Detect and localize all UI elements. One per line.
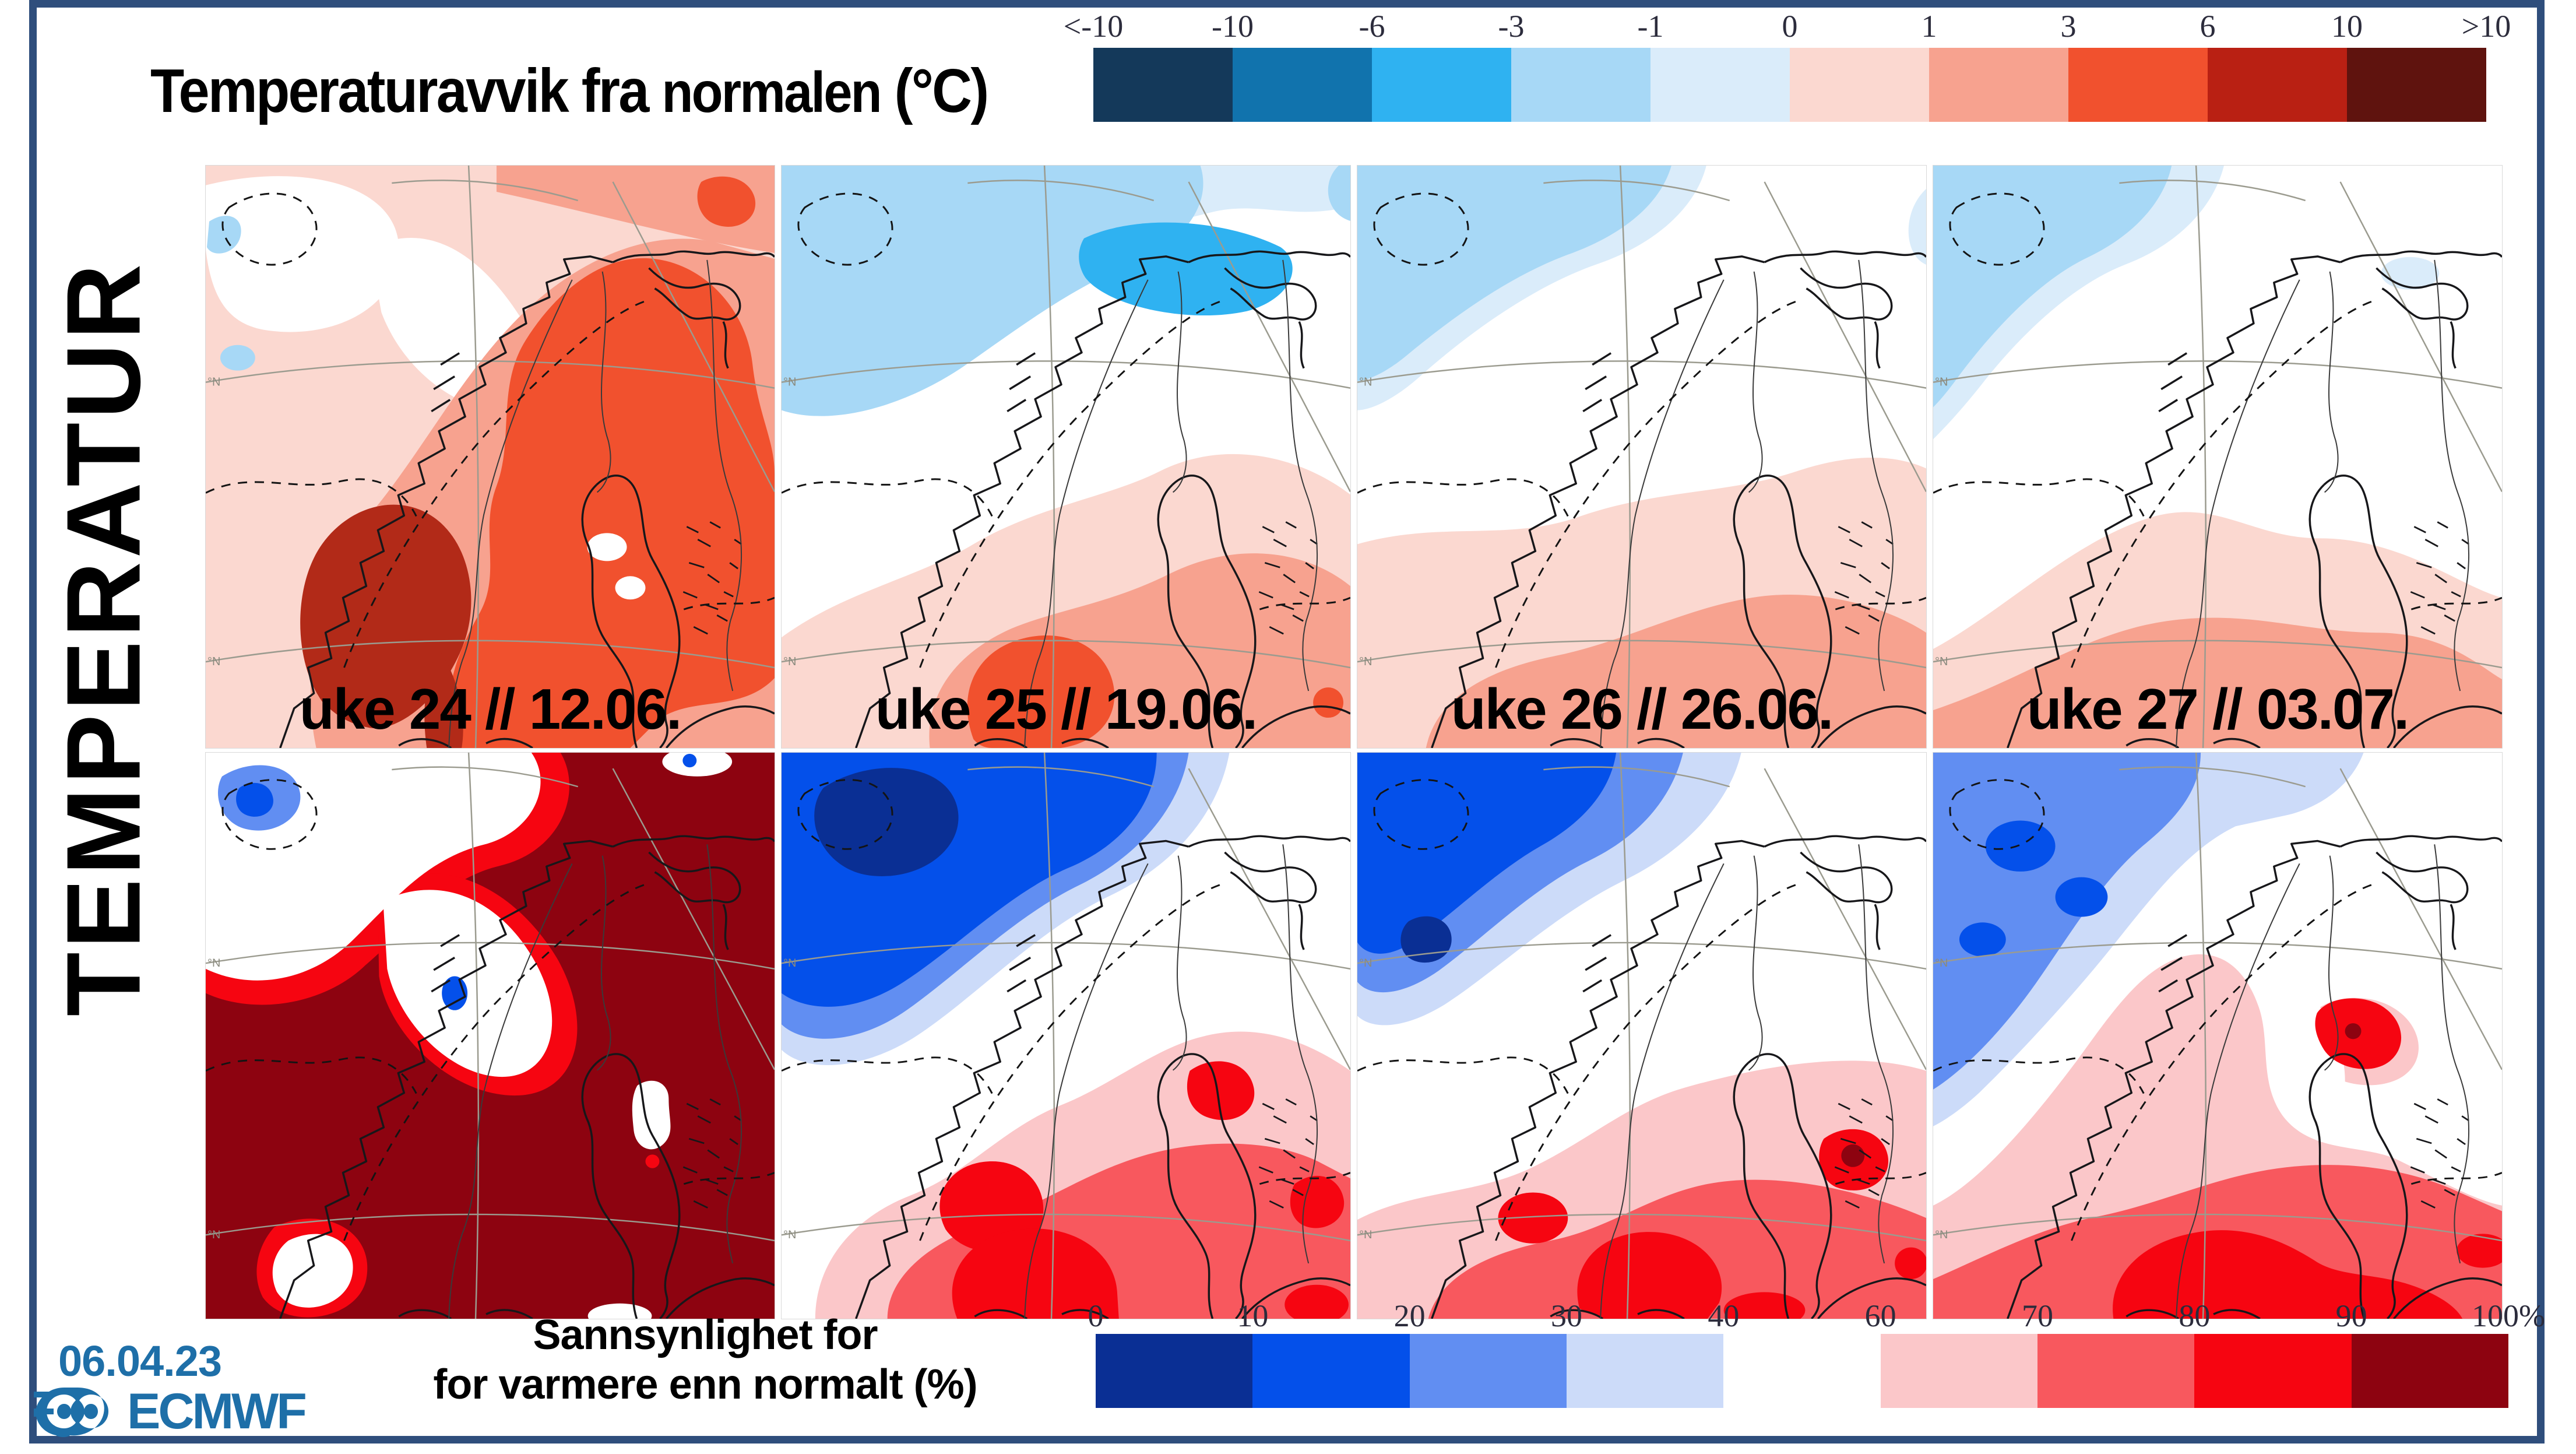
map-uke24-warm-probability xyxy=(205,752,775,1319)
week-label-uke24: uke 24 // 12.06. xyxy=(299,677,682,741)
ecmwf-logo-text: ECMWF xyxy=(127,1383,307,1439)
colorbar-segment xyxy=(2208,48,2347,122)
probability-caption-line1: Sannsynlighet for xyxy=(533,1312,878,1358)
map-uke25-warm-probability xyxy=(781,752,1351,1319)
colorbar-segment xyxy=(2351,1334,2508,1408)
map-image-uke26-probability xyxy=(1357,753,1926,1319)
map-uke25-temperature-anomaly: uke 25 // 19.06. xyxy=(781,165,1351,749)
colorbar-segment xyxy=(2194,1334,2352,1408)
colorbar-tick-label: 60 xyxy=(1864,1298,1896,1333)
colorbar-segment xyxy=(1880,1334,2037,1408)
sidebar-temperature-label: TEMPERATUR xyxy=(45,260,163,1017)
colorbar-tick-label: 0 xyxy=(1088,1298,1104,1333)
probability-caption: Sannsynlighet for for varmere enn normal… xyxy=(326,1311,1084,1410)
colorbar-tick-label: >10 xyxy=(2461,9,2511,44)
colorbar-segment xyxy=(1651,48,1790,122)
map-uke26-temperature-anomaly: uke 26 // 26.06. xyxy=(1357,165,1927,749)
anomaly-colorbar xyxy=(1093,48,2486,122)
page-title-main: Temperaturavvik fra xyxy=(150,57,649,125)
anomaly-colorbar-labels: <-10 -10 -6 -3 -1 0 1 3 6 10 >10 xyxy=(1064,8,2511,44)
colorbar-tick-label: 3 xyxy=(2060,9,2077,44)
map-image-uke25-probability xyxy=(782,753,1350,1319)
colorbar-segment xyxy=(1723,1334,1881,1408)
week-label-uke25: uke 25 // 19.06. xyxy=(875,677,1258,741)
map-uke26-warm-probability xyxy=(1357,752,1927,1319)
map-image-uke24-anomaly xyxy=(206,166,775,748)
colorbar-segment xyxy=(2347,48,2486,122)
week-label-uke26: uke 26 // 26.06. xyxy=(1451,677,1834,741)
colorbar-tick-label: -3 xyxy=(1498,9,1525,44)
ecmwf-logo: ECMWF xyxy=(34,1383,307,1441)
colorbar-tick-label: 90 xyxy=(2335,1298,2367,1333)
colorbar-segment xyxy=(1093,48,1233,122)
map-uke27-temperature-anomaly: uke 27 // 03.07. xyxy=(1933,165,2503,749)
colorbar-segment xyxy=(1790,48,1929,122)
ecmwf-logo-icon xyxy=(34,1387,108,1437)
probability-caption-line2: for varmere enn normalt (%) xyxy=(433,1361,977,1408)
colorbar-tick-label: -1 xyxy=(1637,9,1664,44)
colorbar-segment xyxy=(1566,1334,1724,1408)
colorbar-tick-label: 100% xyxy=(2472,1298,2545,1333)
probability-colorbar-labels: 0 10 20 30 40 60 70 80 90 100% xyxy=(1088,1298,2545,1334)
map-image-uke27-probability xyxy=(1933,753,2502,1319)
colorbar-segment xyxy=(2068,48,2208,122)
colorbar-tick-label: 80 xyxy=(2179,1298,2211,1333)
colorbar-tick-label: 70 xyxy=(2022,1298,2053,1333)
colorbar-tick-label: 30 xyxy=(1551,1298,1582,1333)
map-image-uke24-probability xyxy=(206,753,775,1319)
slide-border-frame xyxy=(29,0,2545,1444)
colorbar-tick-label: -6 xyxy=(1359,9,1385,44)
colorbar-tick-label: 6 xyxy=(2200,9,2216,44)
issue-date: 06.04.23 xyxy=(58,1337,222,1385)
page-title-unit: (°C) xyxy=(894,57,989,125)
colorbar-segment xyxy=(2037,1334,2195,1408)
colorbar-tick-label: 10 xyxy=(1237,1298,1269,1333)
colorbar-tick-label: 0 xyxy=(1782,9,1798,44)
colorbar-tick-label: 1 xyxy=(1921,9,1937,44)
map-uke24-temperature-anomaly: uke 24 // 12.06. xyxy=(205,165,775,749)
colorbar-tick-label: 10 xyxy=(2331,9,2363,44)
colorbar-segment xyxy=(1409,1334,1567,1408)
colorbar-tick-label: 20 xyxy=(1393,1298,1426,1333)
map-image-uke27-anomaly xyxy=(1933,166,2502,748)
colorbar-segment xyxy=(1233,48,1372,122)
probability-colorbar xyxy=(1096,1334,2508,1408)
colorbar-segment xyxy=(1252,1334,1410,1408)
map-image-uke26-anomaly xyxy=(1357,166,1926,748)
map-uke27-warm-probability xyxy=(1933,752,2503,1319)
colorbar-tick-label: 40 xyxy=(1708,1298,1740,1333)
colorbar-segment xyxy=(1096,1334,1253,1408)
colorbar-segment xyxy=(1511,48,1651,122)
colorbar-tick-label: -10 xyxy=(1212,9,1254,44)
colorbar-segment xyxy=(1929,48,2068,122)
page-title-secondary: normalen xyxy=(661,60,882,124)
map-image-uke25-anomaly xyxy=(782,166,1350,748)
page-title: Temperaturavvik fra normalen (°C) xyxy=(150,56,989,127)
colorbar-segment xyxy=(1372,48,1511,122)
colorbar-tick-label: <-10 xyxy=(1063,9,1124,44)
week-label-uke27: uke 27 // 03.07. xyxy=(2026,677,2409,741)
